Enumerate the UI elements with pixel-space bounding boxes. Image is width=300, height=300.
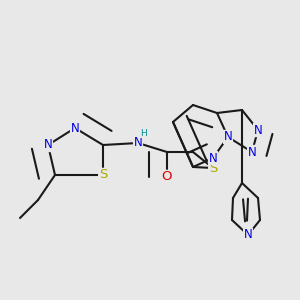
Text: N: N [208,152,217,164]
Text: N: N [224,130,232,143]
Text: S: S [99,169,107,182]
Text: N: N [248,146,256,158]
Text: H: H [140,129,147,138]
Text: N: N [254,124,262,136]
Text: N: N [70,122,80,134]
Text: S: S [209,161,217,175]
Text: N: N [244,229,252,242]
Text: O: O [162,170,172,184]
Text: N: N [134,136,142,149]
Text: N: N [44,139,52,152]
